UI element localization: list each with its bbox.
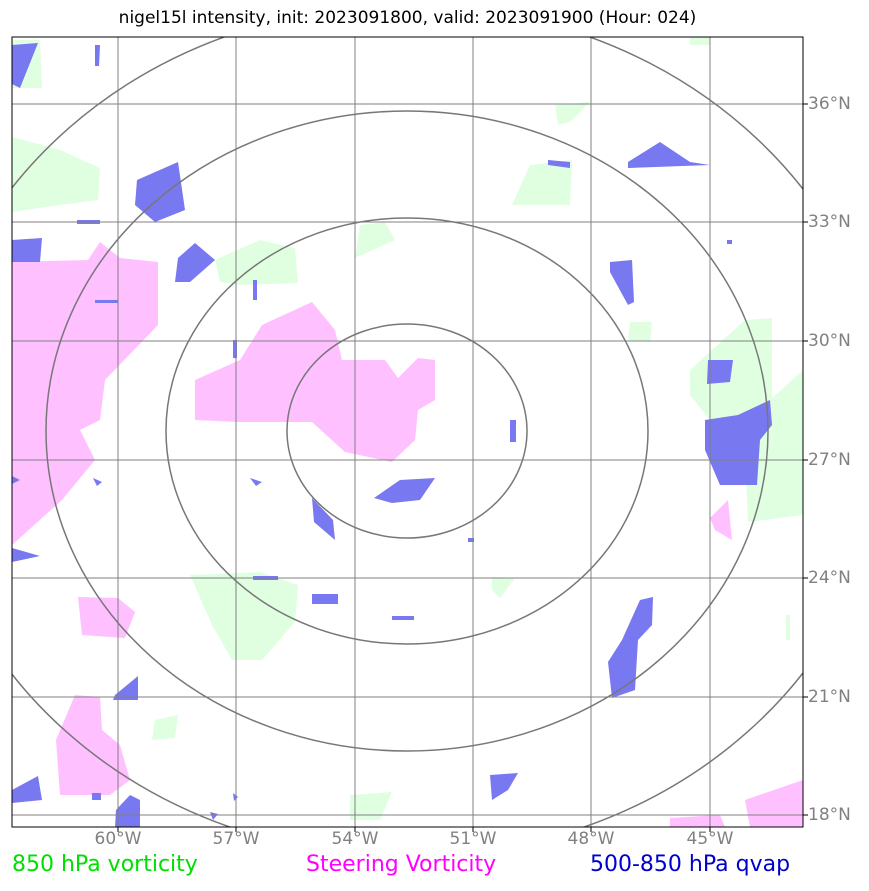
- lat-label-18n: 18°N: [808, 805, 851, 825]
- lon-label-48w: 48°W: [567, 829, 615, 849]
- lon-label-45w: 45°W: [686, 829, 734, 849]
- lat-label-36n: 36°N: [808, 94, 851, 114]
- lat-label-30n: 30°N: [808, 331, 851, 351]
- lon-label-54w: 54°W: [331, 829, 379, 849]
- qvap-areas: [12, 43, 772, 827]
- lat-label-24n: 24°N: [808, 568, 851, 588]
- map-title: nigel15l intensity, init: 2023091800, va…: [118, 8, 697, 28]
- graticule: [12, 37, 803, 827]
- legend-qvap: 500-850 hPa qvap: [590, 852, 791, 877]
- lon-label-51w: 51°W: [449, 829, 497, 849]
- map-frame: [11, 36, 804, 828]
- lat-label-33n: 33°N: [808, 212, 851, 232]
- axis-ticks: [117, 103, 808, 832]
- lat-label-21n: 21°N: [808, 687, 851, 707]
- range-rings: [12, 37, 803, 827]
- lon-label-60w: 60°W: [94, 829, 142, 849]
- steering-vorticity-areas: [12, 242, 803, 827]
- legend-850-vorticity: 850 hPa vorticity: [12, 852, 198, 877]
- lon-label-57w: 57°W: [212, 829, 260, 849]
- lat-label-27n: 27°N: [808, 450, 851, 470]
- legend-steering-vorticity: Steering Vorticity: [306, 852, 497, 877]
